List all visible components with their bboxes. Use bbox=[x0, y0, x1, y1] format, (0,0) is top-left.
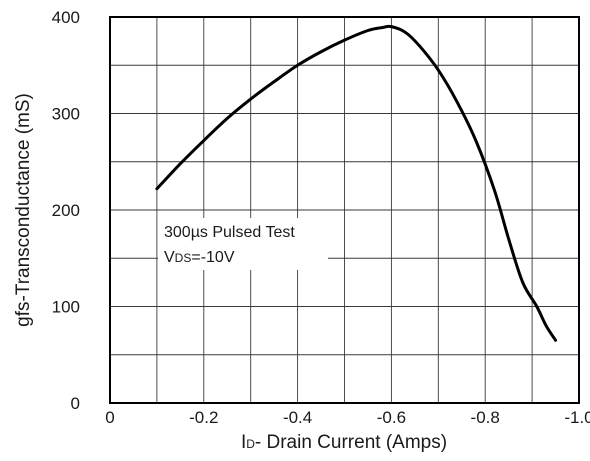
x-axis-label-sub: D bbox=[246, 437, 255, 451]
y-tick-labels: 0 100 200 300 400 bbox=[52, 8, 80, 413]
x-axis-label: ID- Drain Current (Amps) bbox=[241, 432, 447, 453]
annotation-line-1: 300µs Pulsed Test bbox=[164, 224, 295, 241]
x-tick-labels: 0 -0.2 -0.4 -0.6 -0.8 -1.0 bbox=[105, 408, 590, 427]
annotation-line-2: VDS=-10V bbox=[164, 249, 235, 266]
annotation-vds-sub: DS bbox=[175, 251, 192, 265]
annotation-vds-main: V bbox=[164, 249, 175, 266]
annotation-background bbox=[158, 218, 328, 270]
plot-frame-layer bbox=[109, 16, 580, 404]
y-tick-label: 200 bbox=[52, 201, 80, 220]
annotation-vds-value: =-10V bbox=[191, 249, 234, 266]
series-line bbox=[155, 24, 558, 342]
y-tick-label: 0 bbox=[71, 394, 80, 413]
x-tick-label: -1.0 bbox=[564, 408, 590, 427]
x-tick-label: -0.6 bbox=[377, 408, 406, 427]
y-tick-label: 300 bbox=[52, 105, 80, 124]
plot-frame bbox=[109, 16, 580, 404]
y-tick-label: 400 bbox=[52, 8, 80, 27]
y-tick-label: 100 bbox=[52, 298, 80, 317]
x-tick-label: -0.8 bbox=[471, 408, 500, 427]
x-tick-label: 0 bbox=[105, 408, 114, 427]
y-axis-label: gfs-Transconductance (mS) bbox=[13, 93, 34, 327]
x-tick-label: -0.4 bbox=[283, 408, 312, 427]
x-tick-label: -0.2 bbox=[189, 408, 218, 427]
grid-lines bbox=[110, 17, 579, 403]
x-axis-label-rest: - Drain Current (Amps) bbox=[255, 432, 447, 453]
x-axis-label-main: I bbox=[241, 432, 246, 453]
series-layer bbox=[155, 24, 558, 342]
